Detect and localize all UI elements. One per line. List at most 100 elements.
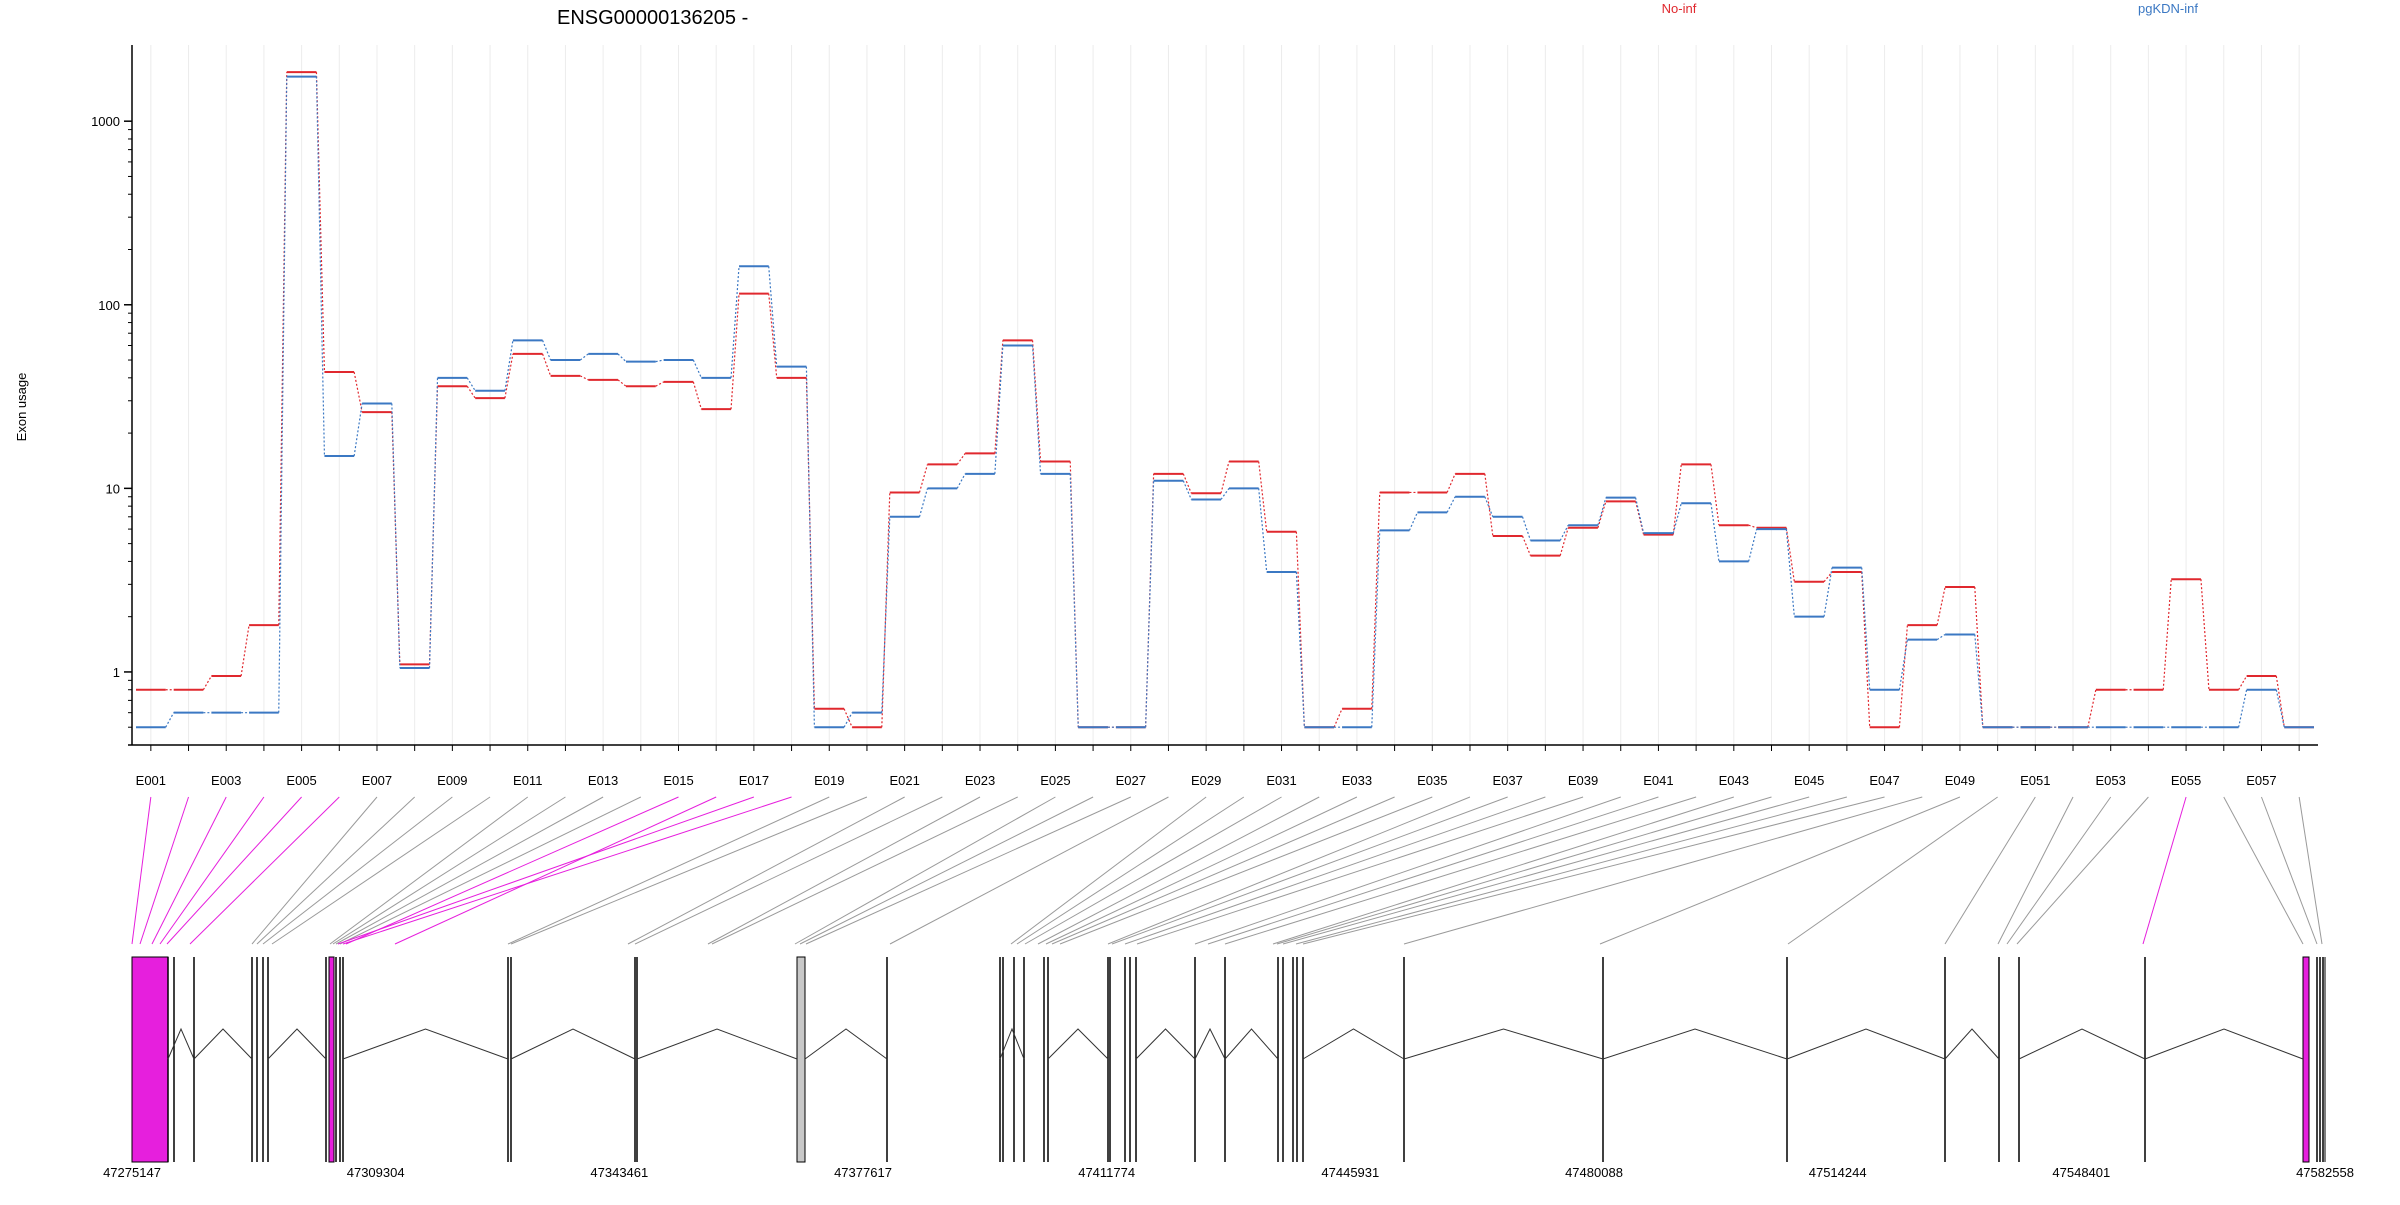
x-tick-label: E055 [2171, 773, 2201, 788]
exon-connector [1282, 796, 1810, 945]
exon-connector [1124, 796, 1546, 945]
exon-connector [1302, 796, 1885, 945]
chart-title: ENSG00000136205 - [557, 7, 748, 29]
series-layer [136, 71, 2314, 729]
x-tick-label: E057 [2246, 773, 2276, 788]
series-No-inf [136, 71, 2314, 729]
series-connector [165, 76, 2285, 728]
x-tick-label: E049 [1945, 773, 1975, 788]
intron-line [167, 1027, 195, 1060]
x-tick-label: E019 [814, 773, 844, 788]
x-tick-label: E011 [513, 773, 542, 788]
intron-line [2018, 1028, 2146, 1060]
genomic-tick-label: 47480088 [1565, 1165, 1623, 1180]
exon-connector [2298, 796, 2323, 945]
exon-connector [1787, 796, 1998, 945]
x-tick-label: E005 [286, 773, 316, 788]
series-connector [165, 72, 2285, 728]
intron-line [342, 1028, 509, 1060]
y-tick-label: 100 [98, 298, 120, 313]
exon-connector [189, 796, 340, 945]
exon-connector [139, 796, 190, 945]
exon-connector [707, 796, 981, 945]
x-tick-label: E009 [437, 773, 467, 788]
x-tick-label: E027 [1116, 773, 1146, 788]
exon-connector [805, 796, 1131, 945]
x-tick-label: E001 [136, 773, 166, 788]
genomic-tick-label: 47377617 [834, 1165, 892, 1180]
exon-connector [339, 796, 642, 945]
intron-line [1944, 1028, 2000, 1060]
intron-line [1194, 1027, 1226, 1060]
exon-connector [1207, 796, 1659, 945]
exon-connector [634, 796, 943, 945]
x-tick-label: E015 [663, 773, 693, 788]
exon-connector [1403, 796, 1923, 945]
exon-connector [2223, 796, 2304, 945]
exon-connector [1194, 796, 1621, 945]
x-tick-label: E037 [1492, 773, 1522, 788]
y-tick-label: 1000 [91, 114, 120, 129]
exon-connector [329, 796, 529, 945]
x-tick-label: E043 [1719, 773, 1749, 788]
exon-block [796, 956, 806, 1163]
exon-connector [1037, 796, 1320, 945]
exon-connector [159, 796, 265, 945]
y-tick-label: 1 [113, 665, 120, 680]
exon-block [328, 956, 335, 1163]
exon-connector [2016, 796, 2149, 945]
exon-connector [627, 796, 905, 945]
exon-connector [711, 796, 1018, 945]
genomic-tick-label: 47275147 [103, 1165, 161, 1180]
exon-connector [332, 796, 566, 945]
genomic-tick-label: 47411774 [1078, 1165, 1135, 1180]
x-tick-label: E017 [739, 773, 769, 788]
exon-connector [1045, 796, 1358, 945]
exon-connector [256, 796, 416, 945]
legend-pgkdn-inf: pgKDN-inf [2138, 1, 2198, 16]
intron-line [999, 1027, 1025, 1060]
intron-line [1135, 1028, 1196, 1060]
exon-connector [1295, 796, 1848, 945]
x-tick-label: E003 [211, 773, 241, 788]
exon-block [131, 956, 169, 1163]
exon-block [2302, 956, 2310, 1163]
exon-connector [2260, 796, 2318, 945]
exon-connector [1016, 796, 1245, 945]
exon-connector [2006, 796, 2112, 945]
exon-connector [394, 796, 717, 945]
x-tick-label: E041 [1643, 773, 1673, 788]
intron-line [1047, 1028, 1109, 1060]
x-tick-label: E021 [889, 773, 919, 788]
exon-connector [1107, 796, 1471, 945]
x-tick-label: E047 [1869, 773, 1899, 788]
legend-no-inf: No-inf [1662, 1, 1697, 16]
y-tick-label: 10 [106, 481, 120, 496]
exon-connector [2142, 796, 2187, 945]
genomic-tick-label: 47309304 [347, 1165, 405, 1180]
exon-connector [342, 796, 792, 945]
x-tick-label: E051 [2020, 773, 2050, 788]
intron-line [636, 1028, 798, 1060]
intron-line [2144, 1028, 2304, 1060]
intron-line [1224, 1028, 1279, 1060]
genomic-tick-label: 47514244 [1809, 1165, 1867, 1180]
axes-layer: 1 10 100 1000 E001 E003 E005 E007 E009 E011 E013 E0… [91, 45, 2318, 788]
exon-connector [799, 796, 1094, 945]
connector-layer [131, 796, 2323, 945]
x-tick-label: E023 [965, 773, 995, 788]
genomic-tick-label: 47343461 [590, 1165, 648, 1180]
exon-connector [794, 796, 1056, 945]
y-axis-label: Exon usage [14, 373, 29, 442]
exon-connector [262, 796, 453, 945]
exon-connector [1111, 796, 1508, 945]
exon-connector [345, 796, 679, 945]
x-tick-label: E053 [2096, 773, 2126, 788]
exon-connector [889, 796, 1169, 945]
exon-connector [131, 796, 152, 945]
exon-connector [1051, 796, 1395, 945]
x-tick-label: E029 [1191, 773, 1221, 788]
exon-connector [1136, 796, 1584, 945]
intron-line [267, 1028, 327, 1060]
